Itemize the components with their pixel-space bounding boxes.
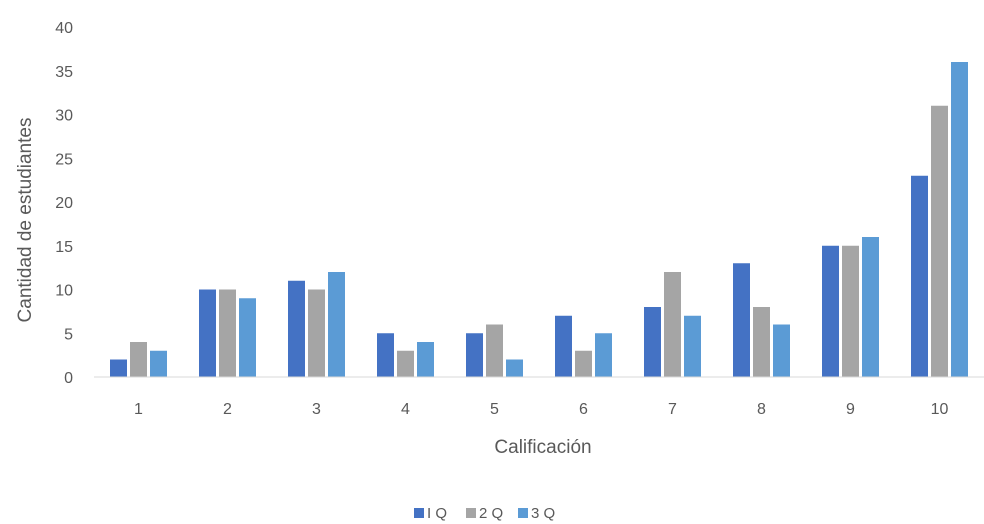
legend-swatch	[466, 508, 476, 518]
bars	[110, 62, 968, 377]
y-tick-label: 5	[64, 326, 73, 343]
y-tick-label: 20	[55, 195, 73, 212]
bar-3q-3	[328, 272, 345, 377]
y-tick-label: 35	[55, 64, 73, 81]
bar-3q-2	[239, 298, 256, 377]
x-tick-label: 1	[134, 401, 143, 418]
bar-2q-3	[308, 289, 325, 377]
y-tick-label: 15	[55, 239, 73, 256]
bar-iq-2	[199, 289, 216, 377]
bar-2q-9	[842, 245, 859, 377]
bar-2q-8	[753, 307, 770, 377]
bar-iq-9	[822, 245, 839, 377]
y-axis-title: Cantidad de estudiantes	[15, 118, 36, 323]
legend: I Q 2 Q 3 Q	[414, 505, 555, 522]
x-tick-label: 8	[757, 401, 766, 418]
y-axis-ticks: 0 5 10 15 20 25 30 35 40	[55, 20, 73, 387]
y-tick-label: 30	[55, 108, 73, 125]
x-tick-label: 5	[490, 401, 499, 418]
bar-iq-6	[555, 315, 572, 377]
bar-3q-10	[951, 62, 968, 377]
bar-iq-1	[110, 359, 127, 377]
bar-2q-2	[219, 289, 236, 377]
bar-iq-10	[911, 175, 928, 377]
bar-iq-5	[466, 333, 483, 377]
x-tick-label: 3	[312, 401, 321, 418]
y-tick-label: 25	[55, 151, 73, 168]
x-tick-label: 7	[668, 401, 677, 418]
bar-2q-4	[397, 350, 414, 377]
y-tick-label: 0	[64, 370, 73, 387]
bar-2q-10	[931, 105, 948, 377]
bar-2q-5	[486, 324, 503, 377]
bar-3q-6	[595, 333, 612, 377]
y-tick-label: 40	[55, 20, 73, 37]
bar-2q-6	[575, 350, 592, 377]
y-tick-label: 10	[55, 283, 73, 300]
bar-2q-7	[664, 272, 681, 377]
x-tick-label: 2	[223, 401, 232, 418]
bar-3q-4	[417, 342, 434, 377]
legend-label: 2 Q	[479, 505, 503, 522]
legend-label: I Q	[427, 505, 447, 522]
legend-label: 3 Q	[531, 505, 555, 522]
bar-3q-5	[506, 359, 523, 377]
x-axis-ticks: 1 2 3 4 5 6 7 8 9 10	[134, 401, 948, 418]
bar-iq-7	[644, 307, 661, 377]
bar-3q-1	[150, 350, 167, 377]
x-axis-title: Calificación	[494, 437, 591, 458]
bar-2q-1	[130, 342, 147, 377]
bar-iq-4	[377, 333, 394, 377]
bar-3q-7	[684, 315, 701, 377]
x-tick-label: 9	[846, 401, 855, 418]
x-tick-label: 6	[579, 401, 588, 418]
legend-swatch	[414, 508, 424, 518]
legend-swatch	[518, 508, 528, 518]
x-tick-label: 10	[931, 401, 949, 418]
x-tick-label: 4	[401, 401, 410, 418]
bar-iq-8	[733, 263, 750, 377]
bar-iq-3	[288, 280, 305, 377]
bar-3q-8	[773, 324, 790, 377]
bar-3q-9	[862, 237, 879, 377]
